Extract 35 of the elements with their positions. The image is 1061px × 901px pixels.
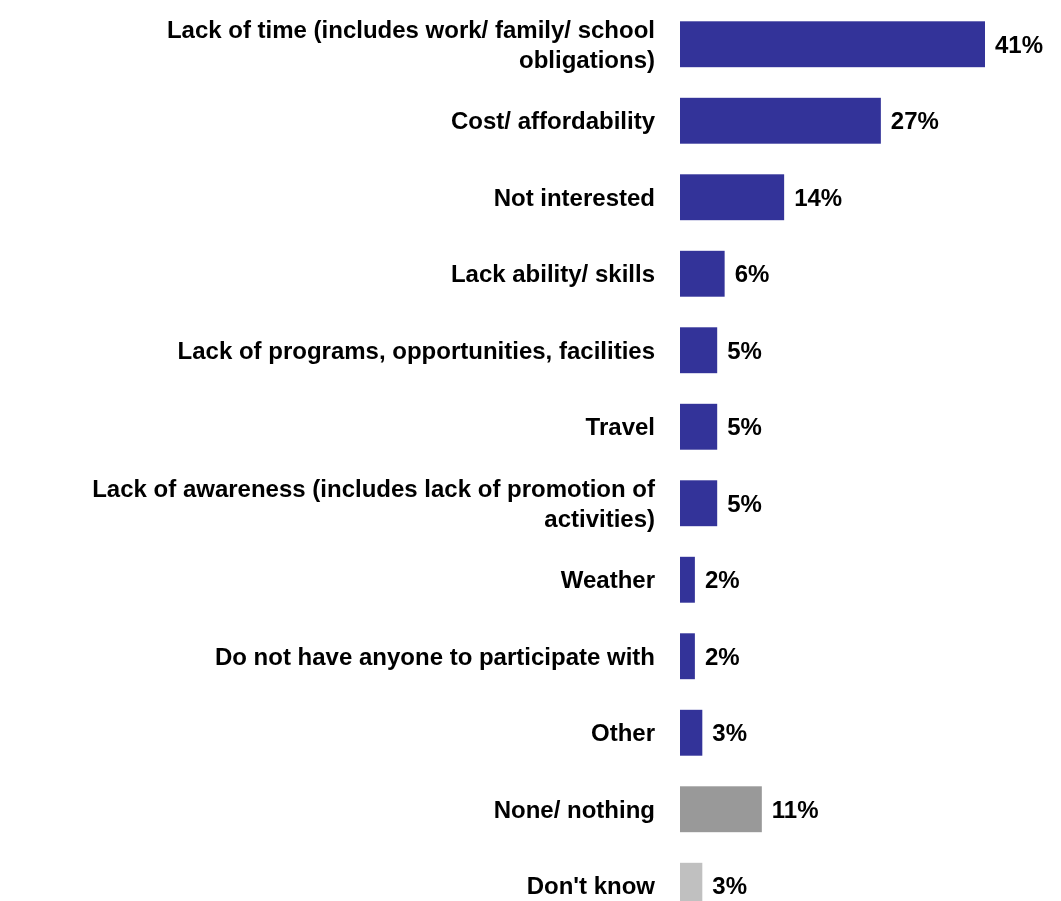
data-label: 2% (704, 566, 740, 594)
y-tick-label: Lack of awareness (includes lack of promotion of activities) (92, 474, 656, 532)
bar (680, 786, 762, 833)
y-tick-label: Lack of time (includes work/ family/ school obligations) (166, 15, 655, 73)
data-label: 5% (727, 489, 762, 517)
bar (680, 250, 725, 297)
data-label: 14% (794, 183, 843, 211)
y-tick-label: Do not have anyone to participate with (214, 642, 655, 670)
y-tick-label: Weather (560, 566, 655, 594)
bar (680, 709, 703, 756)
data-label: 27% (890, 107, 939, 135)
y-tick-label: Lack ability/ skills (450, 260, 655, 288)
bar (680, 403, 718, 450)
data-label: 3% (712, 719, 747, 747)
data-label: 6% (734, 260, 770, 288)
data-label: 41% (995, 30, 1044, 58)
bar (680, 633, 695, 680)
data-label: 11% (771, 795, 819, 823)
y-tick-label: Other (590, 719, 655, 747)
data-label: 3% (712, 872, 747, 900)
data-label: 5% (727, 413, 762, 441)
y-tick-label: Not interested (493, 183, 655, 211)
y-tick-label: Lack of programs, opportunities, facilities (177, 336, 655, 364)
y-tick-label: Cost/ affordability (450, 107, 656, 135)
bar (680, 21, 985, 68)
bar (680, 97, 881, 144)
data-label: 2% (704, 642, 740, 670)
bar (680, 327, 718, 374)
bar (680, 480, 718, 527)
y-tick-label: None/ nothing (493, 795, 655, 823)
bar (680, 174, 785, 221)
y-tick-label: Don't know (526, 872, 656, 900)
y-tick-label: Travel (585, 413, 655, 441)
bar (680, 556, 695, 603)
data-label: 5% (727, 336, 762, 364)
